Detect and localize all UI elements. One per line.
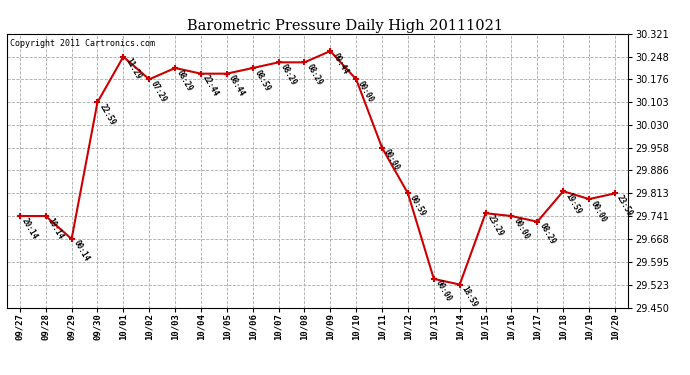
Text: 09:44: 09:44 [331,51,350,76]
Text: 08:44: 08:44 [227,74,246,98]
Text: 00:59: 00:59 [408,194,427,218]
Text: 10:14: 10:14 [46,216,65,241]
Text: 00:00: 00:00 [511,216,531,241]
Text: 00:00: 00:00 [356,80,375,104]
Text: 22:59: 22:59 [97,102,117,127]
Text: 08:29: 08:29 [279,62,298,87]
Text: 23:29: 23:29 [486,213,505,238]
Text: 08:59: 08:59 [253,68,272,93]
Text: 08:29: 08:29 [538,222,557,246]
Text: 07:29: 07:29 [149,80,168,104]
Text: 08:29: 08:29 [304,62,324,87]
Text: 20:14: 20:14 [20,216,39,241]
Text: 00:00: 00:00 [589,199,609,223]
Text: 00:00: 00:00 [434,279,453,303]
Text: 19:59: 19:59 [563,191,582,216]
Text: 08:29: 08:29 [175,68,195,93]
Text: Barometric Pressure Daily High 20111021: Barometric Pressure Daily High 20111021 [187,19,503,33]
Text: 18:59: 18:59 [460,285,479,309]
Text: 22:44: 22:44 [201,74,220,98]
Text: Copyright 2011 Cartronics.com: Copyright 2011 Cartronics.com [10,39,155,48]
Text: 00:14: 00:14 [72,239,91,264]
Text: 23:59: 23:59 [615,194,634,218]
Text: 00:00: 00:00 [382,148,402,172]
Text: 11:29: 11:29 [124,57,143,81]
